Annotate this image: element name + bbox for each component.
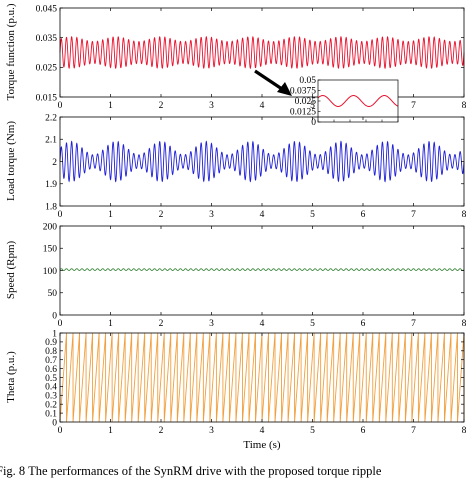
y-tick-label: 200 [43,222,58,232]
x-tick-label: 1 [108,210,113,220]
y-tick-label: 0 [52,311,57,321]
panel-speed: 0 1 2 3 4 5 6 7 8 0 50 100 150 200 Speed (Rpm) [5,222,467,329]
x-tick-label: 0 [58,101,63,111]
series-line-1 [59,140,465,183]
inset-y-tick-label: 0 [311,118,316,128]
y-tick-label: 1 [52,329,57,339]
x-tick-label: 5 [310,101,315,111]
x-tick-label: 2 [159,426,164,436]
panel-theta: 0 1 2 3 4 5 6 7 800.10.20.30.40.50.60.70.80.91 T… [5,329,467,451]
x-tick-label: 7 [411,101,416,111]
x-tick-label: 4 [260,210,265,220]
inset-series-line [317,95,399,107]
y-tick-label: 150 [43,245,58,255]
y-tick-label: 100 [43,267,58,277]
y-tick-label: 0.045 [36,4,58,14]
zoom-arrow [254,69,292,96]
panel-1-ylabel: Torque function (p.u.) [5,3,17,100]
x-tick-label: 5 [310,319,315,329]
x-tick-label: 7 [411,319,416,329]
x-tick-label: 8 [462,426,467,436]
x-tick-label: 3 [209,426,214,436]
y-tick-label: 0.6 [45,365,57,375]
y-tick-label: 50 [48,289,58,299]
x-tick-label: 5 [310,210,315,220]
y-tick-label: 1.8 [45,202,57,212]
inset-y-tick-label: 0.025 [295,97,317,107]
x-tick-label: 8 [462,319,467,329]
inset-y-tick-label: 0.0125 [290,108,316,118]
y-tick-label: 2 [52,158,57,168]
panel-3-traces [59,268,465,271]
panel-3-ticks: 0 1 2 3 4 5 6 7 8 0 50 100 150 200 [43,222,467,329]
series-line-1 [59,35,465,70]
y-tick-label: 0.3 [45,392,57,402]
panel-2-ticks: 0 1 2 3 4 5 6 7 8 1.8 1.9 2 2.1 2.2 [45,113,467,220]
y-tick-label: 0.025 [36,64,58,74]
x-tick-label: 4 [260,101,265,111]
x-tick-label: 1 [108,426,113,436]
y-tick-label: 2.1 [45,136,57,146]
x-tick-label: 7 [411,210,416,220]
series-line-1 [59,268,465,271]
panel-load-torque: 0 1 2 3 4 5 6 7 8 1.8 1.9 2 2.1 2.2 Load torque (Nm) [5,113,467,220]
x-tick-label: 7 [411,426,416,436]
x-tick-label: 8 [462,210,467,220]
y-tick-label: 1.9 [45,180,57,190]
x-tick-label: 6 [361,426,366,436]
panel-2-traces [59,140,465,183]
y-tick-label: 0.4 [45,383,57,393]
x-tick-label: 5 [310,426,315,436]
y-tick-label: 0.7 [45,356,57,366]
x-tick-label: 1 [108,319,113,329]
panel-4-ticks: 0 1 2 3 4 5 6 7 800.10.20.30.40.50.60.70.80.91 [45,329,467,436]
inset-y-tick-label: 0.0375 [290,87,316,97]
panel-4-ylabel: Theta (p.u.) [5,351,17,403]
x-tick-label: 3 [209,210,214,220]
x-tick-label: 4 [260,426,265,436]
y-tick-label: 0.5 [45,374,57,384]
figure-caption: Fig. 8 The performances of the SynRM dri… [0,464,382,478]
x-tick-label: 2 [159,101,164,111]
y-tick-label: 0.9 [45,338,57,348]
inset-background [318,80,398,122]
panel-1-traces [59,35,465,70]
panel-2-ylabel: Load torque (Nm) [5,121,17,201]
panel-3-ylabel: Speed (Rpm) [5,240,17,299]
x-tick-label: 6 [361,319,366,329]
x-tick-label: 0 [58,319,63,329]
x-tick-label: 3 [209,101,214,111]
x-tick-label: 0 [58,426,63,436]
y-tick-label: 0.2 [45,401,57,411]
x-tick-label: 8 [462,101,467,111]
x-tick-label: 4 [260,319,265,329]
y-tick-label: 0.8 [45,347,57,357]
x-tick-label: 2 [159,319,164,329]
y-tick-label: 0.1 [45,409,57,419]
panel-4-xlabel: Time (s) [243,439,281,451]
x-tick-label: 1 [108,101,113,111]
x-tick-label: 6 [361,210,366,220]
y-tick-label: 0.035 [36,34,58,44]
x-tick-label: 2 [159,210,164,220]
inset-trace [317,95,399,107]
y-tick-label: 0 [52,418,57,428]
x-tick-label: 0 [58,210,63,220]
inset-y-tick-label: 0.05 [299,76,316,86]
y-tick-label: 2.2 [45,113,57,123]
x-tick-label: 3 [209,319,214,329]
y-tick-label: 0.015 [36,93,58,103]
